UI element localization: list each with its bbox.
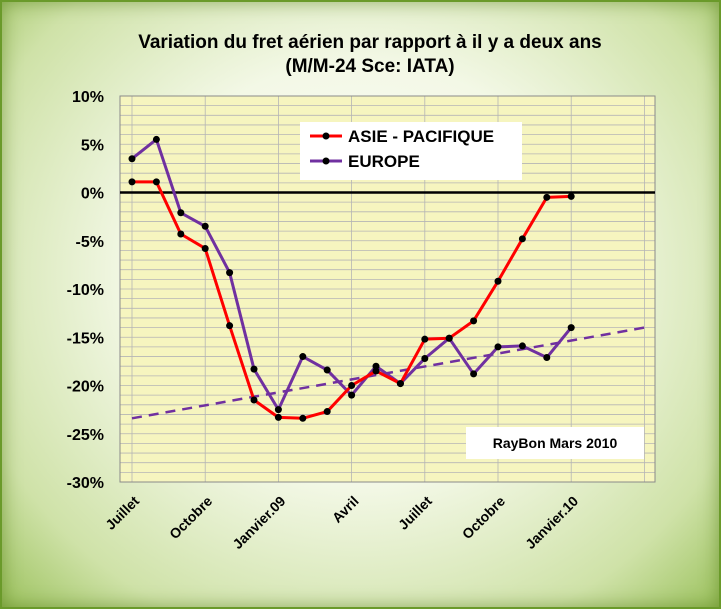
data-point-asie (299, 414, 307, 422)
data-point-europe (348, 391, 356, 399)
data-point-europe (518, 342, 526, 350)
data-point-europe (177, 209, 185, 217)
legend-label-asie: ASIE - PACIFIQUE (348, 127, 494, 146)
data-point-europe (323, 366, 331, 374)
y-tick-label: 0% (81, 186, 104, 203)
x-tick-label: Avril (329, 493, 362, 526)
plot-border (119, 95, 656, 483)
data-point-europe (299, 353, 307, 361)
x-tick-label: Juillet (102, 493, 142, 533)
data-point-europe (543, 354, 551, 362)
data-point-asie (396, 380, 404, 388)
legend-box (300, 122, 522, 180)
data-point-europe (128, 155, 136, 163)
y-tick-label: 10% (72, 89, 104, 106)
data-point-asie (152, 178, 160, 186)
x-tick-label: Janvier.09 (229, 493, 288, 552)
x-tick-label: Octobre (166, 493, 215, 542)
chart-title: Variation du fret aérien par rapport à i… (138, 32, 602, 53)
credit-box: RayBon Mars 2010 (466, 427, 644, 459)
y-tick-label: -10% (67, 282, 104, 299)
data-point-europe (567, 324, 575, 332)
x-tick-label: Octobre (459, 493, 508, 542)
data-point-asie (567, 192, 575, 200)
data-point-asie (177, 230, 185, 238)
y-tick-label: -20% (67, 379, 104, 396)
data-point-asie (421, 335, 429, 343)
data-point-asie (226, 322, 234, 330)
data-point-europe (470, 370, 478, 378)
data-point-asie (201, 244, 209, 252)
y-tick-label: -30% (67, 475, 104, 492)
legend: ASIE - PACIFIQUE EUROPE (300, 122, 522, 180)
data-point-asie (470, 317, 478, 325)
y-tick-label: -15% (67, 330, 104, 347)
data-point-asie (250, 396, 258, 404)
data-point-europe (201, 222, 209, 230)
data-point-europe (274, 406, 282, 414)
legend-label-europe: EUROPE (348, 152, 420, 171)
data-point-europe (372, 362, 380, 370)
credit-box-bg (466, 427, 644, 459)
y-axis-ticks: 10% 5% 0% -5% -10% -15% -20% -25% -30% (67, 89, 104, 492)
data-point-europe (250, 365, 258, 373)
x-tick-label: Janvier.10 (522, 493, 581, 552)
x-axis-ticks: Juillet Octobre Janvier.09 Avril Juillet Octo… (102, 493, 581, 552)
data-point-europe (226, 269, 234, 277)
data-point-asie (445, 334, 453, 342)
data-point-europe (494, 343, 502, 351)
y-tick-label: -5% (76, 234, 104, 251)
data-point-asie (323, 408, 331, 416)
legend-marker-asie (322, 132, 330, 140)
credit-text: RayBon Mars 2010 (493, 435, 618, 451)
data-point-asie (494, 277, 502, 285)
data-point-asie (348, 382, 356, 389)
y-tick-label: -25% (67, 427, 104, 444)
data-point-europe (152, 135, 160, 143)
data-point-asie (128, 178, 136, 186)
legend-marker-europe (322, 157, 330, 165)
data-point-asie (543, 193, 551, 201)
data-point-asie (518, 235, 526, 243)
data-point-europe (421, 354, 429, 362)
data-point-asie (274, 413, 282, 421)
x-tick-label: Juillet (395, 493, 435, 533)
series-group (128, 135, 575, 422)
data-point-asie (372, 367, 380, 375)
y-tick-label: 5% (81, 137, 104, 154)
chart-subtitle: (M/M-24 Sce: IATA) (285, 56, 454, 77)
